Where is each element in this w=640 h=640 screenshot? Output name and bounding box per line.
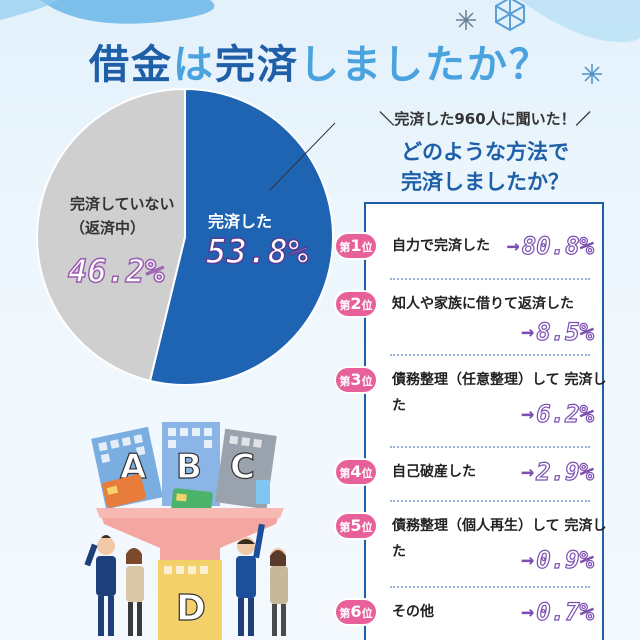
rank-label: その他	[392, 604, 434, 620]
row-divider	[390, 446, 590, 448]
question-subtitle: ＼完済した960人に聞いた！／	[379, 110, 591, 128]
top-decoration	[0, 0, 640, 84]
slice-value-unpaid: 46.2%	[67, 251, 165, 291]
rank-value-text: 0.9%	[536, 545, 595, 574]
rank-suffix: 位	[361, 521, 373, 534]
arrow-icon: →	[520, 599, 535, 625]
person-icon	[236, 523, 265, 636]
rank-number: 6	[350, 602, 362, 621]
title-part: は	[173, 42, 215, 88]
rank-prefix: 第	[339, 299, 351, 312]
pie-slice-unpaid	[36, 87, 186, 383]
rank-number: 4	[350, 462, 362, 481]
rank-value: → 80.8%	[506, 231, 595, 260]
rank-label: 知人や家族に借りて返済した	[392, 296, 574, 312]
rank-badge: 第4位	[334, 458, 378, 486]
rank-value-text: 0.7%	[536, 597, 595, 626]
rank-value: → 2.9%	[520, 457, 595, 486]
rank-label: 債務整理（個人再生）して 完済した	[392, 518, 607, 560]
letter-c: C	[230, 447, 255, 487]
snowflake-icon	[456, 10, 476, 30]
page-title: 借金は完済しましたか？	[0, 32, 640, 90]
row-divider	[390, 586, 590, 588]
funnel-shape	[100, 512, 280, 560]
arrow-icon: →	[520, 547, 535, 573]
building-d-icon	[158, 560, 222, 640]
question-block: ＼完済した960人に聞いた！／ どのような方法で 完済しましたか？	[360, 108, 610, 197]
rank-suffix: 位	[361, 241, 373, 254]
rank-prefix: 第	[339, 607, 351, 620]
rank-suffix: 位	[361, 467, 373, 480]
letter-d: D	[176, 588, 206, 629]
slice-label-unpaid: 完済していない （返済中）	[70, 192, 175, 240]
person-icon	[126, 548, 144, 636]
arrow-icon: →	[520, 459, 535, 485]
rank-suffix: 位	[361, 375, 373, 388]
rank-number: 3	[350, 370, 362, 389]
rank-prefix: 第	[339, 375, 351, 388]
person-icon	[84, 535, 116, 636]
pie-slice-paid	[148, 87, 334, 386]
rank-badge: 第1位	[334, 232, 378, 260]
rank-suffix: 位	[361, 299, 373, 312]
ranking-panel	[364, 202, 604, 640]
wave-shape	[40, 0, 215, 24]
rank-number: 2	[350, 294, 362, 313]
rank-value: → 0.9%	[520, 545, 595, 574]
arrow-icon: →	[520, 319, 535, 345]
rank-prefix: 第	[339, 521, 351, 534]
callout-line	[269, 122, 336, 191]
slice-value-paid: 53.8%	[205, 231, 309, 273]
rank-prefix: 第	[339, 241, 351, 254]
snowflake-icon	[582, 64, 602, 84]
rank-label: 自力で完済した	[392, 238, 490, 254]
debt-illustration: A B C D	[84, 422, 288, 640]
arrow-icon: →	[520, 401, 535, 427]
rank-value-text: 8.5%	[536, 317, 595, 346]
funnel-rim	[96, 508, 284, 518]
row-divider	[390, 354, 590, 356]
slice-label-paid: 完済した	[208, 212, 273, 231]
wave-shape	[520, 0, 640, 43]
rank-suffix: 位	[361, 607, 373, 620]
credit-card-icon	[102, 474, 146, 508]
slice-label-line: 完済していない	[70, 195, 175, 213]
row-divider	[390, 500, 590, 502]
pie-chart	[36, 87, 336, 386]
rank-value-text: 2.9%	[536, 457, 595, 486]
slice-label-line: （返済中）	[70, 219, 146, 237]
rank-badge: 第2位	[334, 290, 378, 318]
wave-shape	[0, 0, 60, 20]
question-title: どのような方法で 完済しましたか？	[360, 137, 610, 197]
title-part: しましたか？	[299, 42, 551, 88]
rank-number: 1	[350, 236, 362, 255]
rank-value-text: 6.2%	[536, 399, 595, 428]
card-icon	[256, 480, 270, 504]
question-line: 完済しましたか？	[401, 170, 569, 194]
title-part: 完済	[215, 42, 299, 88]
arrow-icon: →	[506, 233, 520, 259]
rank-prefix: 第	[339, 467, 351, 480]
rank-badge: 第5位	[334, 512, 378, 540]
row-divider	[390, 278, 590, 280]
person-icon	[270, 548, 288, 636]
title-part: 借金	[89, 42, 173, 88]
rank-label: 自己破産した	[392, 464, 476, 480]
rank-value: → 0.7%	[520, 597, 595, 626]
rank-number: 5	[350, 516, 362, 535]
snowflake-icon	[495, 0, 525, 32]
rank-value: → 8.5%	[520, 317, 595, 346]
question-line: どのような方法で	[401, 140, 569, 164]
rank-badge: 第6位	[334, 598, 378, 626]
rank-badge: 第3位	[334, 366, 378, 394]
rank-value-text: 80.8%	[521, 231, 594, 260]
letter-b: B	[176, 447, 202, 487]
rank-value: → 6.2%	[520, 399, 595, 428]
rank-label: 債務整理（任意整理）して 完済した	[392, 372, 607, 414]
